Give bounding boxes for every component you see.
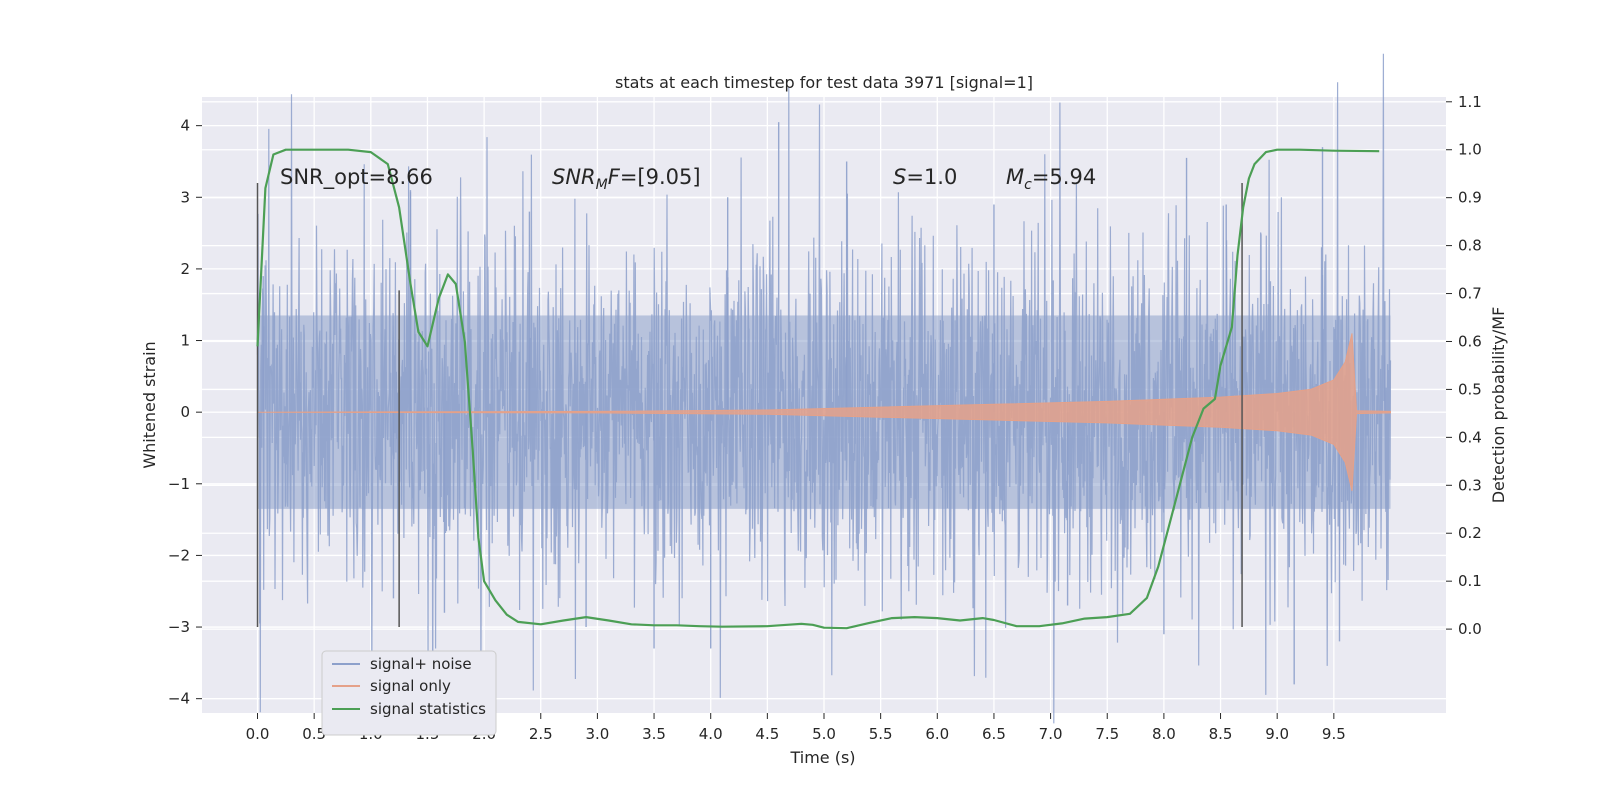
y2-tick-label: 0.1	[1458, 572, 1482, 590]
x-tick-label: 4.0	[699, 725, 723, 743]
x-tick-label: 5.0	[812, 725, 836, 743]
legend: signal+ noise signal only signal statist…	[321, 650, 497, 736]
annotation-mc-value: =5.94	[1032, 165, 1096, 189]
x-axis-label: Time (s)	[789, 748, 855, 767]
y-tick-label: −2	[168, 546, 190, 564]
x-tick-label: 7.5	[1095, 725, 1119, 743]
y2-tick-label: 0.0	[1458, 620, 1482, 638]
y-tick-label: −3	[168, 618, 190, 636]
legend-label-signal-noise: signal+ noise	[370, 655, 472, 673]
x-tick-label: 5.5	[869, 725, 893, 743]
annotation-mc: Mc=5.94	[1006, 165, 1096, 193]
series-signal-only	[257, 333, 1391, 492]
y-tick-label: 2	[180, 260, 190, 278]
x-tick-label: 8.5	[1209, 725, 1233, 743]
annotation-snr-mf: SNRMF=[9.05]	[552, 165, 701, 193]
y-tick-label: 1	[180, 332, 190, 350]
y2-tick-label: 1.0	[1458, 141, 1482, 159]
annotation-snr-mf-value: =[9.05]	[620, 165, 701, 189]
chart-title: stats at each timestep for test data 397…	[615, 73, 1033, 92]
y-tick-label: −4	[168, 690, 190, 708]
y-tick-label: −1	[168, 475, 190, 493]
legend-label-signal-only: signal only	[370, 677, 451, 695]
y-tick-label: 0	[180, 403, 190, 421]
y2-tick-label: 0.6	[1458, 332, 1482, 350]
annotation-mc-name: M	[1006, 165, 1024, 189]
signal-statistics-line	[256, 148, 1380, 630]
y-tick-label: 4	[180, 117, 190, 135]
signal-only-envelope	[257, 333, 1391, 492]
y2-axis-label: Detection probability/MF	[1489, 307, 1508, 504]
x-tick-label: 6.0	[925, 725, 949, 743]
y-tick-label: 3	[180, 188, 190, 206]
x-tick-label: 4.5	[755, 725, 779, 743]
y2-tick-label: 0.2	[1458, 524, 1482, 542]
axis-ticks: 0.00.51.01.52.02.53.03.54.04.55.05.56.06…	[168, 93, 1482, 743]
x-tick-label: 9.5	[1322, 725, 1346, 743]
annotation-mc-sub: c	[1024, 177, 1032, 193]
y2-tick-label: 1.1	[1458, 93, 1482, 111]
legend-box	[321, 650, 497, 736]
x-tick-label: 3.5	[642, 725, 666, 743]
x-tick-label: 0.0	[246, 725, 270, 743]
y2-tick-label: 0.9	[1458, 189, 1482, 207]
y2-tick-label: 0.5	[1458, 380, 1482, 398]
annotation-snr-mf-name: SNR	[552, 165, 596, 189]
annotation-snr-mf-suffix: F	[608, 165, 621, 189]
annotation-snr-mf-sub: M	[596, 177, 608, 193]
annotation-snr-opt: SNR_opt=8.66	[280, 165, 433, 190]
y-axis-label: Whitened strain	[140, 341, 159, 468]
x-tick-label: 2.5	[529, 725, 553, 743]
y2-tick-label: 0.3	[1458, 476, 1482, 494]
x-tick-label: 6.5	[982, 725, 1006, 743]
series-signal-statistics	[256, 148, 1380, 630]
annotation-s-name: S	[893, 165, 906, 189]
x-tick-label: 3.0	[585, 725, 609, 743]
y2-tick-label: 0.4	[1458, 428, 1482, 446]
x-tick-label: 8.0	[1152, 725, 1176, 743]
x-tick-label: 0.5	[302, 725, 326, 743]
legend-label-signal-statistics: signal statistics	[370, 700, 486, 718]
y2-tick-label: 0.8	[1458, 237, 1482, 255]
x-tick-label: 9.0	[1265, 725, 1289, 743]
annotation-s: S=1.0	[893, 165, 957, 189]
annotation-s-value: =1.0	[906, 165, 957, 189]
y2-tick-label: 0.7	[1458, 285, 1482, 303]
vertical-markers	[256, 182, 1243, 628]
x-tick-label: 7.0	[1039, 725, 1063, 743]
